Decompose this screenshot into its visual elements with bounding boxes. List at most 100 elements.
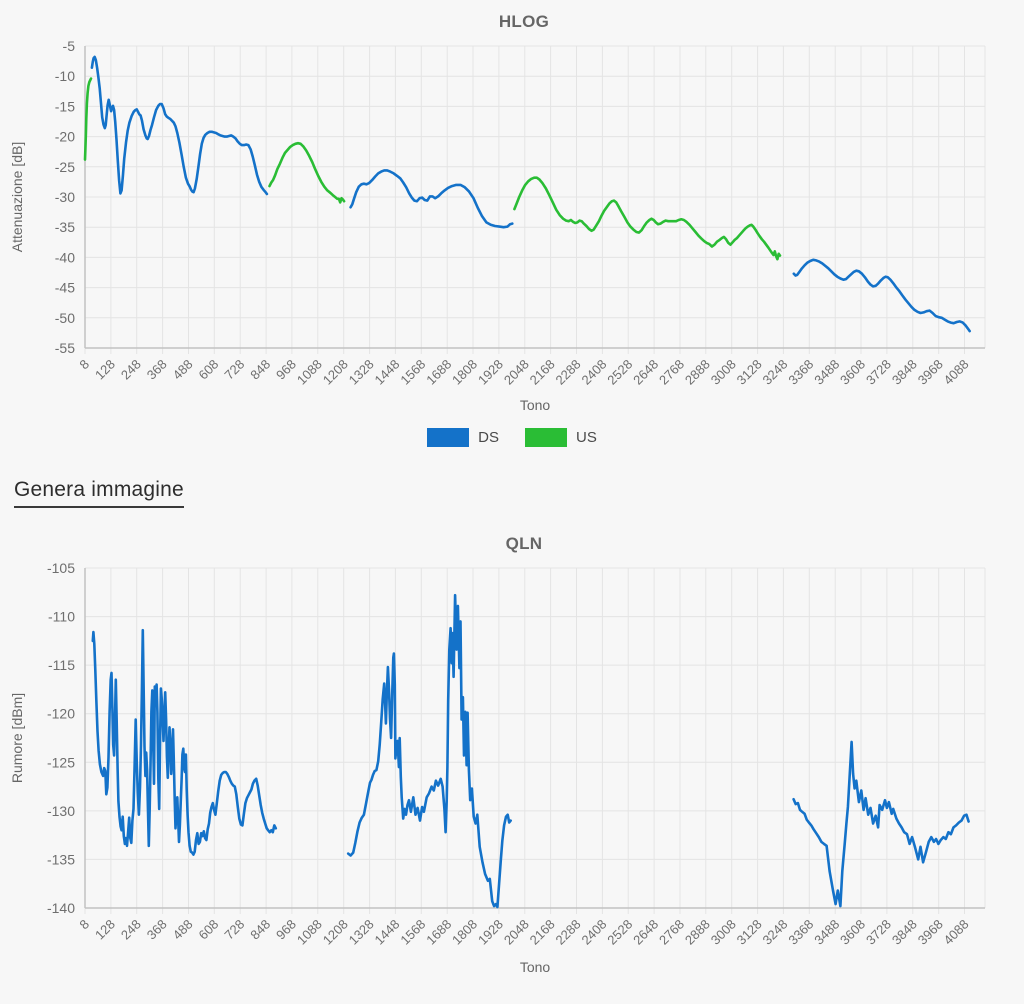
svg-text:368: 368 [144, 357, 170, 383]
svg-text:2648: 2648 [630, 917, 661, 948]
svg-text:-40: -40 [55, 249, 75, 265]
svg-text:Tono: Tono [520, 397, 551, 413]
svg-text:2888: 2888 [682, 917, 713, 948]
svg-text:3368: 3368 [785, 357, 816, 388]
svg-text:728: 728 [221, 917, 247, 943]
svg-text:3368: 3368 [785, 917, 816, 948]
svg-text:3128: 3128 [734, 917, 765, 948]
legend-label-us: US [576, 428, 597, 446]
svg-text:-55: -55 [55, 340, 75, 356]
svg-text:3128: 3128 [734, 357, 765, 388]
svg-text:488: 488 [170, 357, 196, 383]
svg-text:-30: -30 [55, 189, 75, 205]
svg-text:3848: 3848 [889, 917, 920, 948]
svg-text:608: 608 [195, 357, 221, 383]
svg-text:4088: 4088 [941, 357, 972, 388]
svg-text:3968: 3968 [915, 917, 946, 948]
svg-text:-105: -105 [47, 560, 75, 576]
svg-text:Rumore [dBm]: Rumore [dBm] [9, 693, 25, 783]
svg-text:2768: 2768 [656, 917, 687, 948]
svg-text:248: 248 [118, 917, 144, 943]
svg-text:1328: 1328 [346, 917, 377, 948]
svg-text:848: 848 [247, 917, 273, 943]
svg-text:1688: 1688 [423, 357, 454, 388]
svg-text:728: 728 [221, 357, 247, 383]
svg-text:3608: 3608 [837, 917, 868, 948]
svg-text:-45: -45 [55, 280, 75, 296]
svg-text:2408: 2408 [578, 357, 609, 388]
svg-text:-140: -140 [47, 900, 75, 916]
svg-text:128: 128 [92, 917, 118, 943]
svg-text:2288: 2288 [553, 357, 584, 388]
svg-text:1568: 1568 [397, 357, 428, 388]
svg-text:1088: 1088 [294, 917, 325, 948]
svg-text:1568: 1568 [397, 917, 428, 948]
svg-text:3968: 3968 [915, 357, 946, 388]
svg-text:-115: -115 [48, 657, 75, 673]
svg-text:-125: -125 [47, 754, 75, 770]
hlog-chart: HLOG -5 -10 -15 -20 -25 -30 -35 -40 -45 -50 -55 8 12… [0, 12, 1024, 448]
svg-text:-5: -5 [63, 38, 76, 54]
svg-text:2528: 2528 [604, 917, 635, 948]
svg-text:3728: 3728 [863, 917, 894, 948]
svg-text:2168: 2168 [527, 917, 558, 948]
svg-text:2048: 2048 [501, 917, 532, 948]
svg-text:2408: 2408 [578, 917, 609, 948]
svg-text:1448: 1448 [371, 917, 402, 948]
svg-text:2528: 2528 [604, 357, 635, 388]
svg-text:1928: 1928 [475, 357, 506, 388]
svg-text:-130: -130 [47, 803, 75, 819]
svg-text:4088: 4088 [941, 917, 972, 948]
svg-text:1208: 1208 [320, 917, 351, 948]
svg-text:3728: 3728 [863, 357, 894, 388]
svg-text:3248: 3248 [759, 357, 790, 388]
svg-text:1808: 1808 [449, 357, 480, 388]
svg-text:1928: 1928 [475, 917, 506, 948]
legend-item-ds[interactable]: DS [427, 427, 499, 447]
hlog-legend: DS US [0, 426, 1024, 448]
svg-text:3248: 3248 [759, 917, 790, 948]
svg-text:-20: -20 [55, 129, 75, 145]
svg-text:2888: 2888 [682, 357, 713, 388]
svg-text:2648: 2648 [630, 357, 661, 388]
svg-text:-120: -120 [47, 706, 75, 722]
svg-text:1688: 1688 [423, 917, 454, 948]
svg-text:1808: 1808 [449, 917, 480, 948]
generate-image-link[interactable]: Genera immagine [14, 478, 184, 508]
svg-text:608: 608 [195, 917, 221, 943]
svg-text:2168: 2168 [527, 357, 558, 388]
svg-text:3488: 3488 [811, 917, 842, 948]
svg-text:-50: -50 [55, 310, 75, 326]
svg-text:2768: 2768 [656, 357, 687, 388]
svg-text:128: 128 [92, 357, 118, 383]
svg-text:8: 8 [76, 917, 92, 933]
qln-title: QLN [505, 534, 543, 553]
hlog-title: HLOG [498, 12, 550, 31]
svg-text:3008: 3008 [708, 357, 739, 388]
svg-text:Tono: Tono [520, 959, 551, 975]
legend-label-ds: DS [478, 428, 499, 446]
legend-swatch-ds [427, 427, 470, 447]
svg-text:2288: 2288 [553, 917, 584, 948]
svg-text:-25: -25 [55, 159, 75, 175]
svg-text:848: 848 [247, 357, 273, 383]
svg-text:3008: 3008 [708, 917, 739, 948]
svg-text:-110: -110 [48, 609, 75, 625]
svg-text:3848: 3848 [889, 357, 920, 388]
svg-text:368: 368 [144, 917, 170, 943]
svg-text:248: 248 [118, 357, 144, 383]
svg-text:1088: 1088 [294, 357, 325, 388]
svg-text:-35: -35 [55, 219, 75, 235]
svg-text:1448: 1448 [371, 357, 402, 388]
svg-text:-135: -135 [47, 851, 75, 867]
legend-swatch-us [525, 427, 567, 447]
svg-text:8: 8 [76, 357, 92, 373]
qln-chart: QLN -105 -110 -115 -120 -125 -130 -135 -140 8 128… [0, 534, 1024, 980]
svg-text:488: 488 [170, 917, 196, 943]
svg-text:-15: -15 [55, 98, 75, 114]
svg-text:3488: 3488 [811, 357, 842, 388]
legend-item-us[interactable]: US [525, 427, 597, 447]
svg-text:1328: 1328 [346, 357, 377, 388]
svg-text:2048: 2048 [501, 357, 532, 388]
